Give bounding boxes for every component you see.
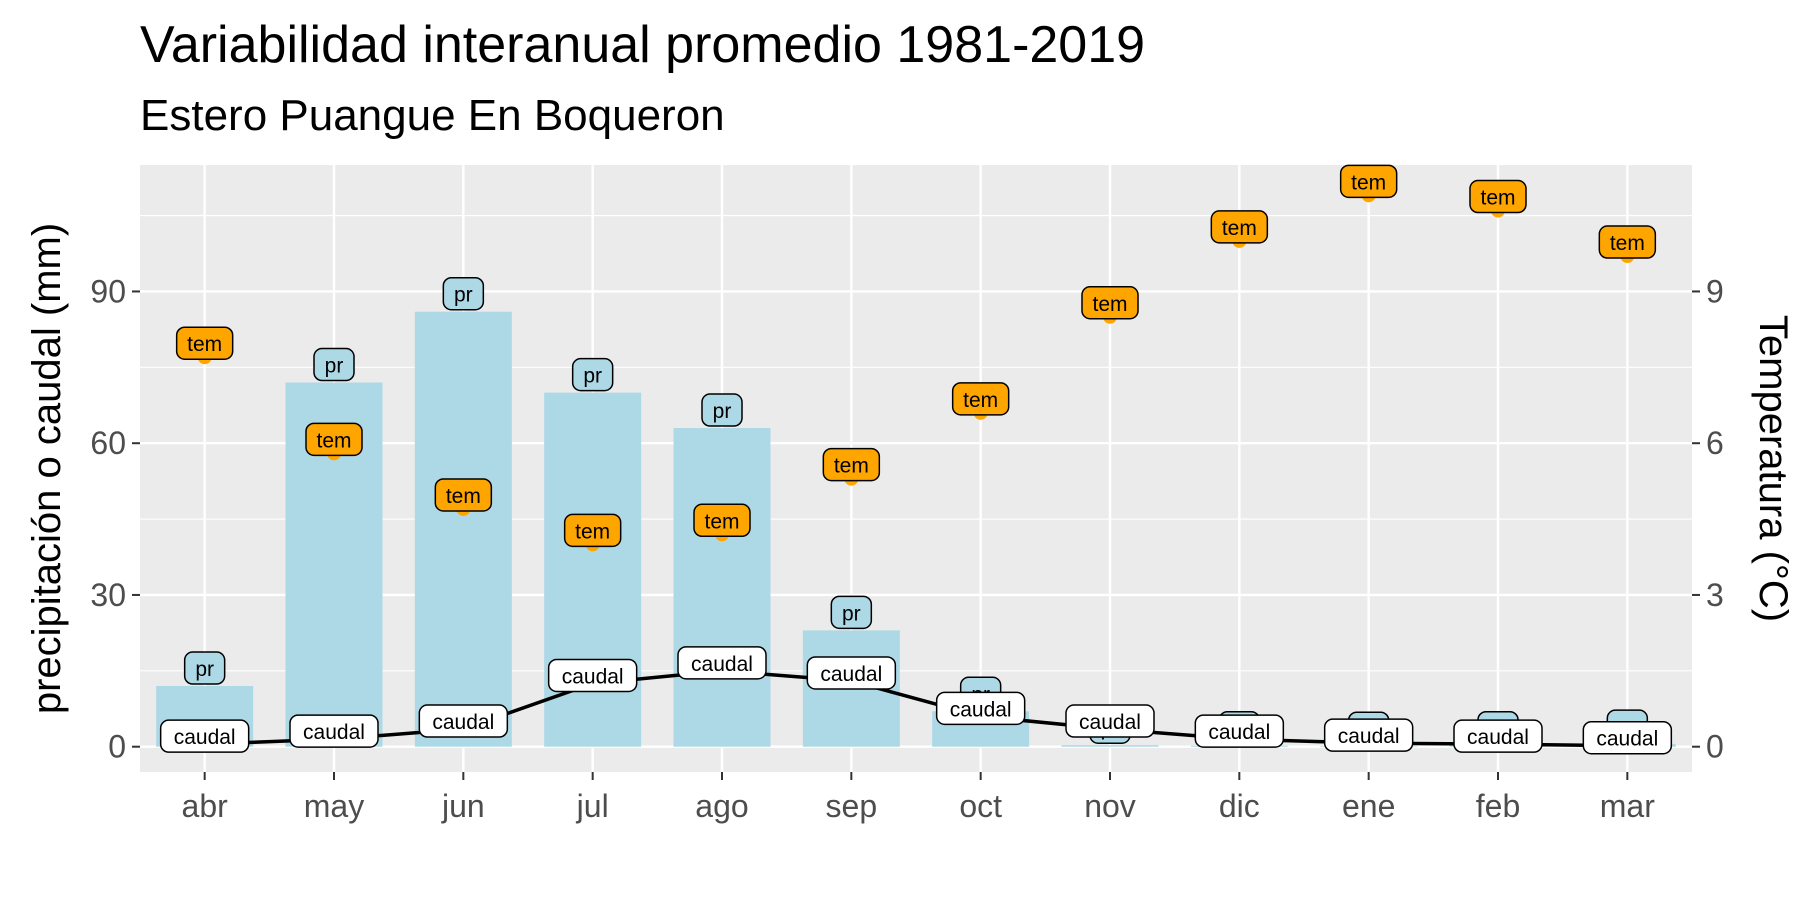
- data-label-tem-text: tem: [1092, 293, 1127, 316]
- x-tick-label: sep: [826, 788, 878, 824]
- y2-axis-title: Temperatura (°C): [1751, 315, 1795, 622]
- data-label-tem-box: [1469, 179, 1527, 214]
- data-label-tem-box: [175, 326, 234, 360]
- data-label-pr-text: pr: [583, 365, 602, 388]
- data-label-caudal-text: caudal: [950, 698, 1012, 721]
- data-label-tem-text: tem: [704, 510, 739, 533]
- data-label-caudal-box: [1582, 720, 1673, 755]
- data-label-caudal-box: [1453, 719, 1543, 753]
- data-label-tem-text: tem: [1351, 171, 1386, 194]
- x-tick-label: nov: [1084, 788, 1136, 824]
- data-label-caudal-text: caudal: [1596, 728, 1658, 751]
- data-label-pr-text: pr: [842, 602, 861, 625]
- data-label-caudal-box: [935, 691, 1026, 726]
- data-label-caudal-text: caudal: [562, 665, 624, 688]
- data-label-caudal-text: caudal: [1338, 725, 1400, 748]
- data-label-tem-text: tem: [575, 520, 610, 543]
- data-label-caudal-box: [289, 714, 379, 748]
- y-tick-label: 0: [108, 729, 126, 765]
- data-label-caudal-box: [547, 658, 638, 693]
- data-label-caudal-text: caudal: [1467, 726, 1529, 749]
- data-label-caudal-box: [1323, 718, 1414, 752]
- x-tick-label: ago: [695, 788, 748, 824]
- x-tick-label: abr: [182, 788, 229, 824]
- data-label-tem-text: tem: [963, 389, 998, 412]
- data-label-tem-box: [951, 382, 1010, 416]
- data-label-tem-text: tem: [834, 455, 869, 478]
- y2-tick-label: 9: [1706, 273, 1724, 309]
- data-label-caudal-box: [418, 704, 509, 738]
- data-label-tem-text: tem: [1222, 217, 1257, 240]
- data-label-caudal-text: caudal: [1079, 711, 1141, 734]
- chart-title: Variabilidad interanual promedio 1981-20…: [140, 16, 1145, 74]
- data-label-caudal-box: [1065, 704, 1155, 738]
- y-tick-label: 60: [90, 425, 126, 461]
- y2-tick-label: 3: [1706, 577, 1724, 613]
- data-label-tem-box: [305, 422, 363, 457]
- data-label-pr-text: pr: [325, 355, 344, 378]
- data-label-pr-text: pr: [713, 400, 732, 423]
- data-label-tem-text: tem: [187, 333, 222, 356]
- data-label-pr-box: [183, 651, 226, 685]
- y2-tick-label: 6: [1706, 425, 1724, 461]
- data-label-pr-text: pr: [454, 284, 473, 307]
- data-label-tem-box: [434, 478, 493, 512]
- data-label-tem-box: [1081, 286, 1139, 320]
- data-label-caudal-text: caudal: [1208, 721, 1270, 744]
- data-label-caudal-box: [806, 656, 897, 690]
- x-tick-label: may: [304, 788, 364, 824]
- x-tick-label: dic: [1219, 788, 1260, 824]
- data-label-pr-box: [701, 393, 743, 427]
- chart-subtitle: Estero Puangue En Boqueron: [140, 91, 725, 140]
- y-tick-label: 90: [90, 273, 126, 309]
- data-label-caudal-text: caudal: [820, 663, 882, 686]
- bar-pr: [673, 428, 771, 747]
- data-label-pr-box: [571, 357, 614, 392]
- bar-pr: [1061, 745, 1159, 747]
- data-label-tem-text: tem: [1610, 232, 1645, 255]
- data-label-caudal-box: [677, 646, 767, 680]
- data-label-pr-box: [313, 347, 355, 382]
- data-label-tem-box: [822, 447, 881, 482]
- x-tick-label: ene: [1342, 788, 1395, 824]
- y2-tick-label: 0: [1706, 729, 1724, 765]
- data-label-tem-text: tem: [1480, 187, 1515, 210]
- x-tick-label: oct: [959, 788, 1002, 824]
- x-tick-label: jul: [576, 788, 609, 824]
- data-label-pr-text: pr: [195, 658, 214, 681]
- data-label-caudal-text: caudal: [432, 711, 494, 734]
- data-label-caudal-text: caudal: [303, 721, 365, 744]
- data-label-pr-box: [830, 595, 873, 630]
- x-tick-label: mar: [1600, 788, 1655, 824]
- data-label-tem-text: tem: [446, 485, 481, 508]
- data-label-tem-box: [1210, 210, 1269, 244]
- x-tick-label: feb: [1476, 788, 1520, 824]
- data-label-tem-box: [1339, 164, 1398, 199]
- y-tick-label: 30: [90, 577, 126, 613]
- data-label-tem-box: [693, 503, 751, 538]
- bar-pr: [414, 311, 512, 747]
- data-label-tem-box: [563, 513, 622, 548]
- data-label-caudal-text: caudal: [174, 726, 236, 749]
- y-axis-title: precipitación o caudal (mm): [25, 223, 69, 714]
- data-label-tem-box: [1598, 225, 1657, 259]
- data-label-caudal-text: caudal: [691, 653, 753, 676]
- data-label-caudal-box: [159, 719, 250, 753]
- data-label-tem-text: tem: [316, 429, 351, 452]
- x-tick-label: jun: [441, 788, 485, 824]
- plot-area: prprprprprprprprprprprprtemtemtemtemtemt…: [25, 164, 1795, 824]
- data-label-caudal-box: [1194, 714, 1285, 748]
- data-label-pr-box: [442, 276, 485, 311]
